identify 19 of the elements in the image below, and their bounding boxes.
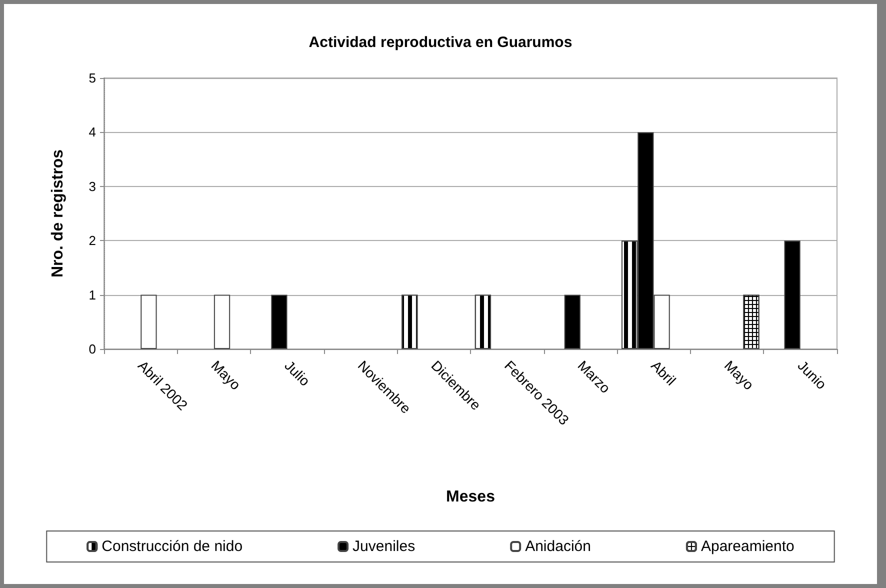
y-tick-label: 3 xyxy=(88,178,96,194)
legend-label: Anidación xyxy=(525,538,591,555)
legend-label: Construcción de nido xyxy=(102,538,243,555)
y-tick-label: 1 xyxy=(88,287,96,302)
x-axis-title: Meses xyxy=(446,488,496,506)
bar xyxy=(214,294,230,349)
y-tick-label: 4 xyxy=(88,124,96,140)
bar xyxy=(271,294,288,349)
chart-title: Actividad reproductiva en Guarumos xyxy=(308,34,572,51)
y-tick-label: 2 xyxy=(88,233,96,248)
x-tick-label: Abril xyxy=(648,357,680,388)
y-tick-label: 5 xyxy=(88,70,96,86)
legend-label: Apareamiento xyxy=(700,538,794,555)
bar xyxy=(784,240,800,349)
y-tick-label: 0 xyxy=(88,342,96,356)
bar xyxy=(140,294,157,349)
legend-label: Juveniles xyxy=(352,538,416,555)
bar xyxy=(564,294,580,349)
y-axis-title: Nro. de registros xyxy=(50,149,66,278)
